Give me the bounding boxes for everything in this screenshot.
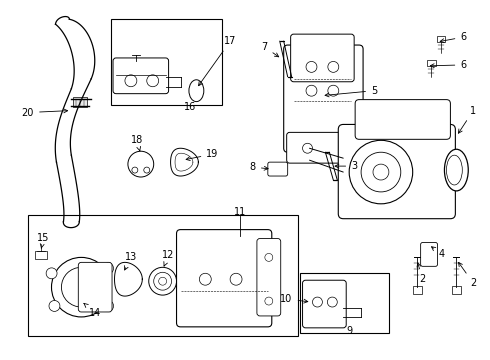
- Text: 8: 8: [250, 162, 268, 172]
- Text: 9: 9: [346, 326, 352, 336]
- Circle shape: [51, 257, 111, 317]
- Text: 2: 2: [459, 262, 476, 288]
- FancyBboxPatch shape: [355, 100, 450, 139]
- Text: 15: 15: [37, 233, 50, 248]
- Text: 19: 19: [186, 149, 219, 161]
- Ellipse shape: [444, 149, 468, 191]
- Circle shape: [306, 85, 317, 96]
- Bar: [452, 286, 461, 294]
- Text: 16: 16: [184, 102, 196, 112]
- Bar: [427, 60, 436, 66]
- FancyBboxPatch shape: [302, 280, 346, 328]
- Text: 12: 12: [162, 251, 175, 266]
- FancyBboxPatch shape: [268, 162, 288, 176]
- Circle shape: [102, 301, 114, 311]
- FancyBboxPatch shape: [113, 58, 169, 94]
- FancyBboxPatch shape: [291, 34, 354, 82]
- Circle shape: [102, 263, 114, 274]
- FancyBboxPatch shape: [111, 19, 222, 105]
- Circle shape: [132, 167, 138, 173]
- Bar: [35, 251, 47, 260]
- Circle shape: [128, 151, 154, 177]
- Circle shape: [199, 273, 211, 285]
- Circle shape: [230, 273, 242, 285]
- Circle shape: [265, 253, 273, 261]
- Circle shape: [61, 267, 101, 307]
- Text: 11: 11: [234, 207, 246, 217]
- Bar: [413, 286, 421, 294]
- Ellipse shape: [189, 80, 204, 102]
- Text: 1: 1: [458, 105, 476, 133]
- Circle shape: [306, 62, 317, 72]
- Text: 17: 17: [198, 36, 237, 86]
- FancyBboxPatch shape: [299, 273, 389, 333]
- FancyBboxPatch shape: [176, 230, 272, 327]
- Circle shape: [144, 167, 150, 173]
- Circle shape: [302, 143, 313, 153]
- Circle shape: [361, 152, 401, 192]
- FancyBboxPatch shape: [338, 125, 455, 219]
- Text: 5: 5: [325, 86, 377, 97]
- Text: 6: 6: [430, 60, 466, 70]
- FancyBboxPatch shape: [287, 132, 352, 163]
- Bar: [74, 96, 87, 107]
- Text: 6: 6: [440, 32, 466, 42]
- Circle shape: [328, 62, 339, 72]
- Text: 10: 10: [280, 294, 308, 304]
- Circle shape: [265, 297, 273, 305]
- FancyBboxPatch shape: [284, 45, 363, 152]
- Text: 2: 2: [417, 263, 426, 284]
- Circle shape: [125, 75, 137, 87]
- Text: 13: 13: [124, 252, 137, 270]
- Circle shape: [46, 268, 57, 279]
- FancyBboxPatch shape: [420, 243, 438, 266]
- Circle shape: [327, 297, 337, 307]
- Ellipse shape: [446, 155, 462, 185]
- Text: 7: 7: [262, 42, 279, 57]
- FancyBboxPatch shape: [78, 262, 112, 312]
- Circle shape: [159, 277, 167, 285]
- Text: 14: 14: [84, 303, 101, 318]
- Circle shape: [349, 140, 413, 204]
- Circle shape: [49, 301, 60, 311]
- Text: 20: 20: [22, 108, 68, 117]
- Circle shape: [147, 75, 159, 87]
- Circle shape: [373, 164, 389, 180]
- Text: 18: 18: [131, 135, 143, 151]
- Text: 4: 4: [432, 247, 444, 260]
- Circle shape: [313, 297, 322, 307]
- FancyBboxPatch shape: [28, 215, 297, 336]
- Circle shape: [328, 85, 339, 96]
- Text: 3: 3: [335, 161, 357, 171]
- Circle shape: [154, 272, 172, 290]
- Bar: [437, 36, 445, 42]
- Circle shape: [149, 267, 176, 295]
- FancyBboxPatch shape: [257, 239, 281, 316]
